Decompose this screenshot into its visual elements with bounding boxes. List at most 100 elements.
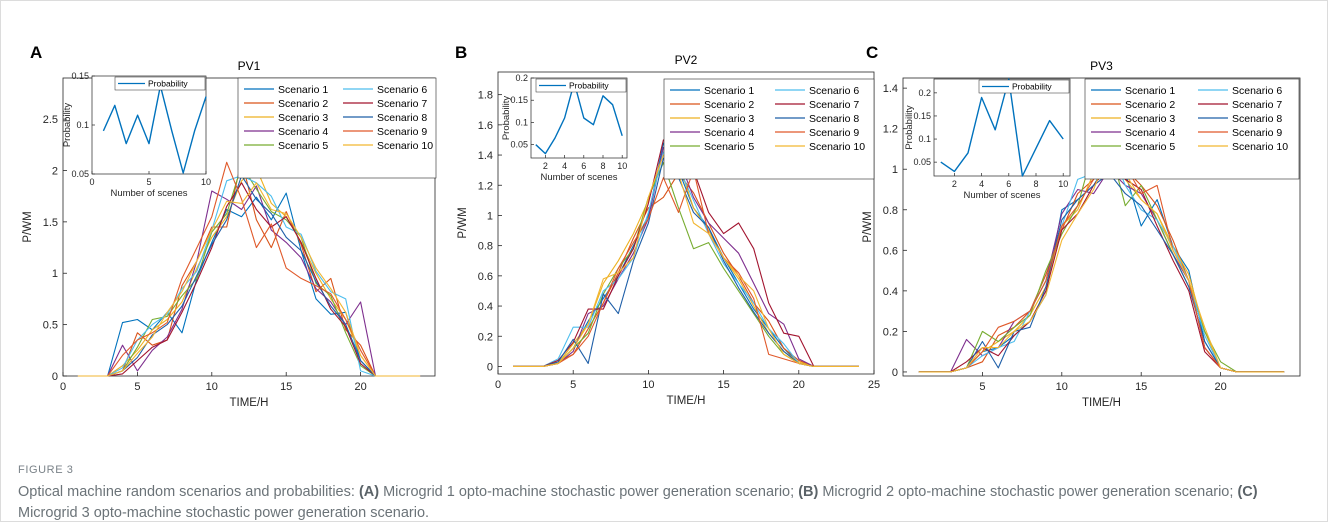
y-tick-label: 1: [52, 268, 58, 280]
inset-y-tick-label: 0.15: [71, 71, 89, 81]
y-tick-label: 1.4: [883, 83, 898, 95]
inset-x-tick-label: 10: [201, 177, 211, 187]
x-tick-label: 10: [642, 379, 654, 391]
x-tick-label: 15: [717, 379, 729, 391]
inset-plot-area: [91, 75, 207, 175]
series-line-scenario-5: [513, 162, 859, 367]
series-line-scenario-7: [77, 182, 421, 377]
inset-probability: 0 5 10 0.05 0.1 0.15 Number of scenes Probabili…: [62, 71, 211, 199]
y-axis-label: P/WM: [862, 211, 874, 242]
inset-y-tick-label: 0.15: [913, 111, 931, 121]
x-tick-label: 5: [979, 381, 985, 393]
inset-legend-label: Probability: [148, 79, 188, 89]
legend-label-scenario-9: Scenario 9: [809, 127, 859, 139]
series-line-scenario-6: [513, 151, 859, 367]
y-tick-label: 0: [487, 361, 493, 373]
legend-box: [663, 78, 875, 180]
caption-part-c: Microgrid 3 opto-machine stochastic powe…: [18, 505, 430, 521]
x-tick-label: 15: [280, 381, 292, 393]
legend-label-scenario-5: Scenario 5: [704, 141, 754, 153]
panel-letter: B: [455, 43, 467, 62]
legend-label-scenario-6: Scenario 6: [377, 84, 427, 96]
inset-x-tick-label: 5: [146, 177, 151, 187]
inset-x-tick-label: 4: [979, 179, 984, 189]
legend-label-scenario-8: Scenario 8: [809, 113, 859, 125]
inset-probability: 2 4 6 8 10 0.05 0.1 0.15 0.2 Number of scenes Prob…: [501, 73, 628, 183]
panel-letter: A: [30, 43, 42, 62]
inset-x-axis-label: Number of scenes: [540, 172, 617, 183]
series-line-scenario-2: [77, 159, 421, 377]
figure-label: FIGURE 3: [18, 464, 74, 476]
y-tick-label: 1.2: [478, 180, 493, 192]
inset-x-tick-label: 8: [600, 161, 605, 171]
caption-tag-a: (A): [358, 484, 380, 500]
caption-lead: Optical machine random scenarios and pro…: [18, 484, 359, 500]
x-tick-label: 0: [495, 379, 501, 391]
inset-y-tick-label: 0.05: [71, 169, 89, 179]
legend-label-scenario-8: Scenario 8: [377, 112, 427, 124]
legend-label-scenario-4: Scenario 4: [1125, 127, 1175, 139]
plot-area: [497, 71, 875, 375]
inset-y-axis-label: Probability: [904, 105, 915, 150]
y-tick-label: 1.6: [478, 120, 493, 132]
x-axis-label: TIME/H: [667, 395, 706, 407]
y-axis-label: P/WM: [457, 207, 469, 238]
series-line-scenario-2: [513, 172, 859, 367]
inset-y-tick-label: 0.1: [515, 117, 528, 127]
inset-legend-box: [535, 78, 627, 93]
inset-y-tick-label: 0.05: [913, 157, 931, 167]
legend-label-scenario-10: Scenario 10: [377, 140, 433, 152]
inset-y-tick-label: 0.1: [76, 120, 89, 130]
series-line-scenario-6: [77, 175, 421, 377]
x-tick-label: 20: [793, 379, 805, 391]
x-tick-label: 25: [868, 379, 880, 391]
caption-tag-b: (B): [798, 484, 819, 500]
inset-plot-area: [933, 78, 1071, 177]
legend-label-scenario-4: Scenario 4: [704, 127, 754, 139]
legend-label-scenario-7: Scenario 7: [377, 98, 427, 110]
series-line-scenario-10: [918, 148, 1285, 373]
series-line-scenario-10: [77, 182, 421, 377]
panel-letter: C: [866, 43, 878, 62]
inset-y-tick-label: 0.2: [515, 73, 528, 83]
inset-legend-box: [978, 79, 1070, 94]
inset-x-tick-label: 6: [581, 161, 586, 171]
y-tick-label: 0.4: [883, 286, 898, 298]
y-tick-label: 1.2: [883, 124, 898, 136]
inset-x-tick-label: 10: [617, 161, 627, 171]
x-tick-label: 15: [1135, 381, 1147, 393]
inset-series-line: [940, 78, 1064, 177]
inset-x-tick-label: 4: [562, 161, 567, 171]
y-tick-label: 1: [892, 164, 898, 176]
y-tick-label: 0.8: [478, 241, 493, 253]
inset-series-line: [535, 81, 623, 155]
legend-label-scenario-10: Scenario 10: [809, 141, 865, 153]
legend-label-scenario-6: Scenario 6: [809, 85, 859, 97]
y-tick-label: 0.8: [883, 205, 898, 217]
x-tick-label: 20: [1214, 381, 1226, 393]
inset-legend-label: Probability: [1012, 82, 1052, 92]
chart-title: PV1: [238, 59, 261, 73]
caption-part-a: Microgrid 1 opto-machine stochastic powe…: [379, 484, 799, 500]
series-line-scenario-8: [77, 175, 421, 377]
inset-y-tick-label: 0.2: [918, 88, 931, 98]
inset-x-tick-label: 2: [543, 161, 548, 171]
inset-y-tick-label: 0.05: [510, 140, 528, 150]
legend-label-scenario-3: Scenario 3: [1125, 113, 1175, 125]
x-tick-label: 5: [134, 381, 140, 393]
chart-title: PV3: [1090, 59, 1113, 73]
inset-x-axis-label: Number of scenes: [963, 190, 1040, 201]
y-tick-label: 0.2: [883, 326, 898, 338]
inset-x-tick-label: 6: [1006, 179, 1011, 189]
legend-label-scenario-3: Scenario 3: [704, 113, 754, 125]
inset-legend-box: [114, 76, 206, 91]
legend-label-scenario-9: Scenario 9: [1232, 127, 1282, 139]
legend-label-scenario-7: Scenario 7: [809, 99, 859, 111]
series-line-scenario-9: [77, 161, 421, 377]
chart-title: PV2: [675, 53, 698, 67]
inset-x-tick-label: 8: [1033, 179, 1038, 189]
panel-a: A PV1 0 5 10 15 20 0 0.5 1 1.5 2 2.5 TIME/H P/WM Scenar…: [22, 43, 437, 409]
x-axis-label: TIME/H: [1082, 397, 1121, 409]
legend-box: [1084, 78, 1300, 180]
series-line-scenario-3: [513, 151, 859, 367]
